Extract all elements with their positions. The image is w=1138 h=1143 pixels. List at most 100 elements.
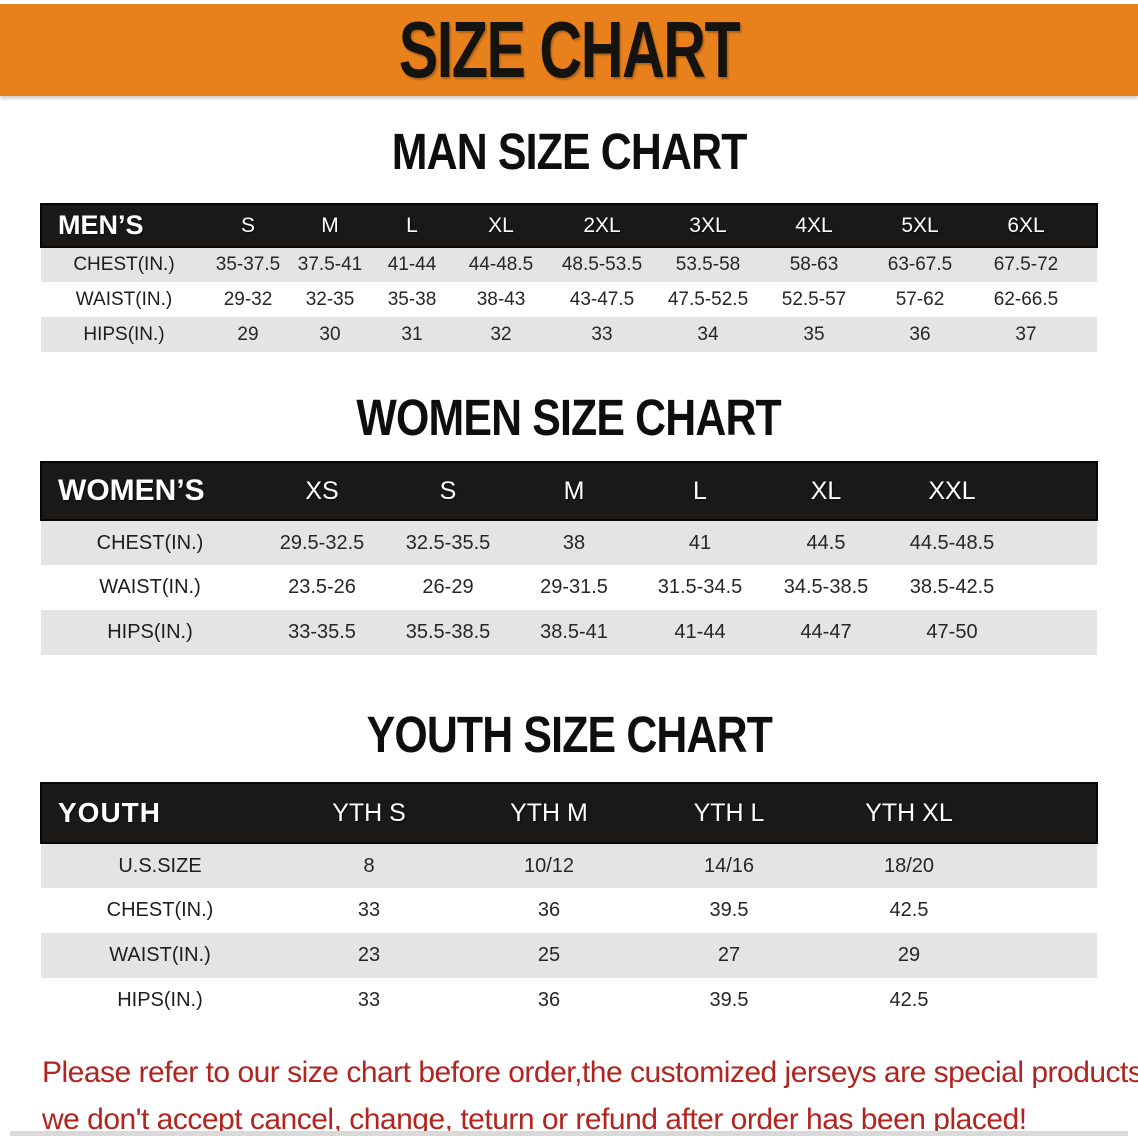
size-value: 38 [562,531,586,554]
row-filler [1015,565,1097,610]
size-value: 41-44 [674,621,726,643]
row-filler [999,933,1097,978]
size-value: 8 [363,854,375,877]
size-value: 39.5 [709,899,749,921]
men-size-table: MEN’S S M L XL 2XL 3XL 4XL 5XL 6XL CHEST(IN.) 35-3… [40,203,1098,352]
size-chart-banner: SIZE CHART [0,4,1138,96]
size-value: 48.5-53.5 [561,254,643,275]
size-value: 27 [717,944,741,966]
size-value: 35.5-38.5 [405,621,491,643]
size-column-header: YTH M [510,798,588,827]
size-value: 44.5 [806,531,846,554]
row-filler [1015,610,1097,655]
size-value: 41-44 [387,254,437,275]
row-label: CHEST(IN.) [106,899,214,921]
man-section-heading-text: MAN SIZE CHART [391,123,748,180]
size-value: 29.5-32.5 [279,531,365,554]
size-value: 29-32 [223,288,273,310]
order-disclaimer-note: Please refer to our size chart before or… [42,1049,1138,1143]
size-value: 58-63 [789,254,839,275]
row-filler [999,978,1097,1023]
measurement-row: HIPS(IN.) 33-35.5 35.5-38.5 38.5-41 41-44 44-… [41,610,1097,655]
measurement-row: WAIST(IN.) 23.5-26 26-29 29-31.5 31.5-34.5 34… [41,565,1097,610]
size-column-header: XL [810,476,842,505]
header-filler [999,783,1097,843]
row-filler [999,888,1097,933]
measurement-row: WAIST(IN.) 29-32 32-35 35-38 38-43 43-47.5 47.… [41,282,1097,317]
measurement-row: WAIST(IN.) 23 25 27 29 [41,933,1097,978]
size-value: 23.5-26 [288,576,356,598]
size-value: 29-31.5 [540,576,608,598]
size-column-header: XXL [928,476,976,505]
size-value: 47-50 [926,621,978,643]
row-label: HIPS(IN.) [117,989,203,1011]
size-value: 23 [357,944,381,966]
youth-size-table: YOUTH YTH S YTH M YTH L YTH XL U.S.SIZE 8 10/1… [40,782,1098,1023]
size-value: 38.5-42.5 [909,576,995,598]
size-value: 37 [1015,323,1037,345]
size-value: 25 [537,944,561,966]
size-column-header: XS [305,476,339,505]
size-value: 53.5-58 [675,254,741,275]
size-value: 33 [357,989,381,1011]
size-column-header: 4XL [795,213,833,237]
row-label: WAIST(IN.) [99,576,201,598]
measurement-row: U.S.SIZE 8 10/12 14/16 18/20 [41,843,1097,888]
size-column-header: XL [488,213,514,237]
women-section-heading-text: WOMEN SIZE CHART [356,389,782,446]
measurement-row: CHEST(IN.) 29.5-32.5 32.5-35.5 38 41 44.5 44.5… [41,520,1097,565]
table-title: MEN’S [58,210,144,240]
size-value: 42.5 [889,989,929,1011]
size-value: 36 [537,899,561,921]
size-value: 62-66.5 [993,288,1059,310]
size-value: 29 [237,323,259,345]
size-value: 41 [688,531,712,554]
size-value: 31 [401,323,423,345]
row-filler [1079,247,1097,282]
size-column-header: 3XL [689,213,727,237]
size-column-header: YTH S [332,798,406,827]
header-filler [1079,204,1097,247]
size-value: 44.5-48.5 [909,531,995,554]
row-filler [999,843,1097,888]
table-title: WOMEN’S [58,474,205,507]
size-value: 44-48.5 [468,254,534,275]
size-value: 34.5-38.5 [783,576,869,598]
size-column-header: YTH L [693,798,765,827]
measurement-row: HIPS(IN.) 29 30 31 32 33 34 35 36 37 [41,317,1097,352]
size-value: 26-29 [422,576,474,598]
size-value: 35-38 [387,288,437,310]
size-value: 35-37.5 [215,254,281,275]
order-disclaimer-line-1: Please refer to our size chart before or… [42,1056,1138,1089]
size-column-header: 5XL [901,213,939,237]
size-value: 32-35 [305,288,355,310]
size-value: 44-47 [800,621,852,643]
size-value: 36 [537,989,561,1011]
size-value: 67.5-72 [993,254,1059,275]
size-value: 32 [490,323,512,345]
header-filler [1015,462,1097,520]
size-value: 57-62 [895,288,945,310]
size-value: 52.5-57 [781,288,847,310]
size-value: 39.5 [709,989,749,1011]
size-chart-title: SIZE CHART [398,5,741,94]
row-label: CHEST(IN.) [96,531,204,554]
size-value: 37.5-41 [297,254,363,275]
row-label: U.S.SIZE [118,854,202,877]
size-value: 42.5 [889,899,929,921]
row-label: WAIST(IN.) [109,944,211,966]
row-label: HIPS(IN.) [107,621,193,643]
size-value: 30 [319,323,341,345]
size-value: 18/20 [883,854,935,877]
youth-section-heading: YOUTH SIZE CHART [0,709,1138,760]
size-value: 29 [897,944,921,966]
size-value: 38-43 [476,288,526,310]
size-value: 35 [803,323,825,345]
man-section-heading: MAN SIZE CHART [0,126,1138,177]
row-filler [1079,282,1097,317]
youth-size-header-row: YOUTH YTH S YTH M YTH L YTH XL [41,783,1097,843]
size-value: 43-47.5 [569,288,635,310]
size-column-header: M [321,213,339,237]
size-value: 14/16 [703,854,755,877]
size-value: 47.5-52.5 [667,288,749,310]
